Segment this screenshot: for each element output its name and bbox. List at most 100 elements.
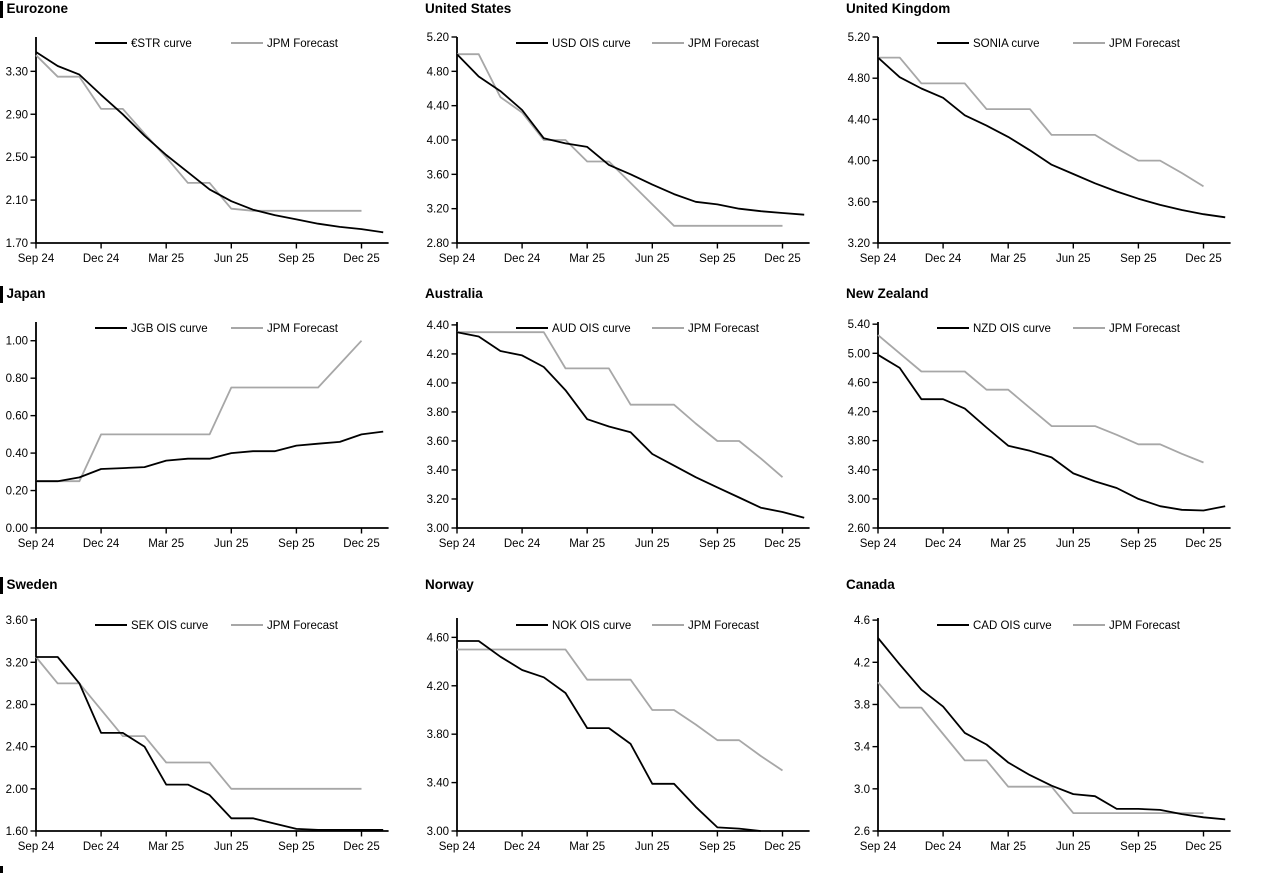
x-tick-label: Jun 25 [214, 253, 249, 265]
x-tick-label: Jun 25 [635, 841, 670, 853]
panel-header: Canada [842, 570, 1264, 595]
x-tick-label: Mar 25 [990, 538, 1026, 550]
line-chart: 0.00 0.20 0.40 0.60 0.80 1.00 Sep 24 Dec 24 Mar … [6, 322, 389, 550]
x-tick-label: Dec 24 [925, 253, 962, 265]
y-tick-label: 2.00 [6, 784, 28, 796]
x-tick-label: Dec 24 [83, 538, 120, 550]
series-line [877, 354, 1226, 512]
line-chart: 1.70 2.10 2.50 2.90 3.30 Sep 24 Dec 24 Mar 25 Ju… [6, 37, 389, 265]
legend-label: JPM Forecast [688, 38, 760, 50]
series-line [877, 637, 1226, 821]
legend-label: SONIA curve [973, 38, 1039, 50]
chart-panel-japan: Japan 0.00 0.20 0.40 0.60 0.80 1.00 Sep 24 Dec … [0, 285, 421, 570]
y-tick-label: 4.2 [854, 657, 870, 669]
y-tick-label: 2.50 [6, 152, 28, 164]
legend-label: JPM Forecast [1109, 620, 1181, 632]
x-tick-label: Sep 25 [1120, 538, 1156, 550]
y-tick-label: 4.00 [848, 156, 870, 168]
panel-header: United States [421, 0, 842, 19]
y-tick-label: 2.80 [6, 699, 28, 711]
series-line [35, 51, 384, 234]
y-tick-label: 3.40 [427, 465, 449, 477]
x-tick-label: Jun 25 [635, 253, 670, 265]
series-line [35, 656, 362, 790]
series-line [457, 640, 761, 832]
x-tick-label: Sep 25 [278, 253, 314, 265]
x-tick-label: Dec 24 [925, 538, 962, 550]
panel-header: Norway [421, 570, 842, 595]
y-tick-label: 3.60 [848, 197, 870, 209]
x-tick-label: Dec 25 [1185, 253, 1221, 265]
x-tick-label: Dec 24 [83, 253, 120, 265]
y-tick-label: 2.40 [6, 742, 28, 754]
y-tick-label: 2.10 [6, 195, 28, 207]
x-tick-label: Jun 25 [635, 538, 670, 550]
y-tick-label: 3.00 [427, 826, 449, 838]
y-tick-label: 4.40 [848, 114, 870, 126]
x-tick-label: Dec 25 [764, 253, 800, 265]
y-tick-label: 3.30 [6, 66, 28, 78]
line-chart: 2.80 3.20 3.60 4.00 4.40 4.80 5.20 Sep 24 Dec 24… [427, 32, 810, 265]
x-tick-label: Mar 25 [569, 253, 605, 265]
y-tick-label: 3.60 [6, 615, 28, 627]
x-tick-label: Sep 24 [439, 538, 476, 550]
series-line [457, 53, 783, 227]
panel-header: Japan [0, 285, 421, 304]
bottom-section-rule [0, 866, 3, 873]
x-tick-label: Dec 24 [504, 538, 541, 550]
y-tick-label: 0.40 [6, 448, 28, 460]
y-tick-label: 4.60 [848, 377, 870, 389]
x-tick-label: Jun 25 [1056, 538, 1091, 550]
chart-title: Eurozone [6, 1, 69, 16]
y-tick-label: 0.80 [6, 373, 28, 385]
y-tick-label: 3.20 [427, 494, 449, 506]
x-tick-label: Sep 25 [699, 253, 735, 265]
y-tick-label: 0.00 [6, 523, 28, 535]
y-tick-label: 2.60 [848, 523, 870, 535]
chart-panel-norway: Norway 3.00 3.40 3.80 4.20 4.60 Sep 24 Dec 24 M… [421, 570, 842, 873]
y-tick-label: 4.80 [427, 66, 449, 78]
x-tick-label: Jun 25 [1056, 841, 1091, 853]
x-tick-label: Sep 24 [439, 841, 476, 853]
x-tick-label: Sep 24 [860, 538, 897, 550]
series-line [35, 54, 362, 212]
y-tick-label: 1.70 [6, 238, 28, 250]
x-tick-label: Mar 25 [148, 841, 184, 853]
x-tick-label: Sep 25 [699, 538, 735, 550]
line-chart: 2.6 3.0 3.4 3.8 4.2 4.6 Sep 24 Dec 24 Mar 25 Jun … [854, 615, 1231, 853]
chart-panel-eurozone: Eurozone 1.70 2.10 2.50 2.90 3.30 Sep 24 Dec 2… [0, 0, 421, 285]
x-tick-label: Sep 24 [860, 253, 897, 265]
y-tick-label: 4.6 [854, 615, 870, 627]
x-tick-label: Sep 24 [439, 253, 476, 265]
line-chart: 3.00 3.20 3.40 3.60 3.80 4.00 4.20 4.40 Sep 24 De… [427, 320, 810, 550]
x-tick-label: Mar 25 [148, 253, 184, 265]
chart-title: New Zealand [846, 286, 929, 301]
panel-header: Australia [421, 285, 842, 304]
x-tick-label: Dec 25 [343, 841, 379, 853]
y-tick-label: 1.60 [6, 826, 28, 838]
series-line [457, 648, 784, 772]
y-tick-label: 4.00 [427, 135, 449, 147]
x-tick-label: Mar 25 [569, 538, 605, 550]
legend-label: USD OIS curve [552, 38, 631, 50]
legend-label: JGB OIS curve [131, 323, 208, 335]
y-tick-label: 3.0 [854, 784, 870, 796]
y-tick-label: 0.60 [6, 411, 28, 423]
y-tick-label: 5.20 [427, 32, 449, 44]
y-tick-label: 3.80 [848, 436, 870, 448]
x-tick-label: Jun 25 [214, 538, 249, 550]
series-line [878, 56, 1204, 188]
axes [877, 618, 1231, 832]
y-tick-label: 3.4 [854, 742, 871, 754]
series-line [36, 656, 384, 831]
axes [35, 37, 389, 244]
y-tick-label: 2.90 [6, 109, 28, 121]
section-rule [0, 577, 3, 594]
axes [877, 37, 1231, 244]
legend-label: CAD OIS curve [973, 620, 1052, 632]
chart-title: Canada [846, 577, 895, 592]
series-line [877, 681, 1204, 815]
y-tick-label: 3.80 [427, 407, 449, 419]
y-tick-label: 2.80 [427, 238, 449, 250]
x-tick-label: Sep 25 [278, 841, 314, 853]
